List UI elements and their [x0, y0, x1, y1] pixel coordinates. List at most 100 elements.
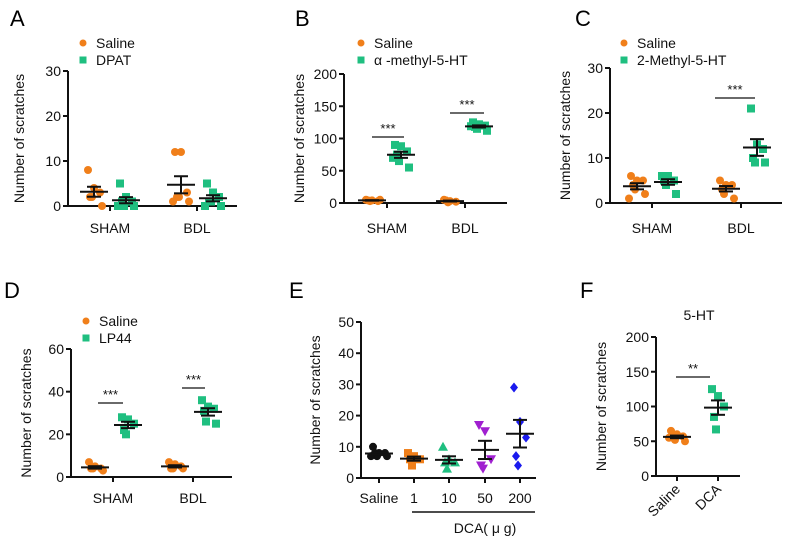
data-point: [85, 458, 93, 467]
y-tick-label: 30: [587, 60, 603, 76]
x-tick-label: 10: [441, 490, 457, 506]
x-tick-label: BDL: [183, 220, 210, 236]
significance-label: ***: [380, 121, 395, 136]
y-tick-label: 200: [314, 66, 338, 82]
panel-letter: D: [4, 278, 20, 303]
y-tick-label: 20: [338, 408, 354, 424]
legend-label: LP44: [99, 330, 132, 346]
y-tick-label: 50: [321, 163, 337, 179]
data-group: [167, 148, 195, 206]
data-point: [124, 415, 132, 424]
data-point: [522, 432, 530, 443]
data-point: [118, 413, 126, 422]
data-point: [751, 158, 759, 167]
data-group: [112, 179, 140, 210]
chart-title: 5-HT: [683, 307, 715, 323]
data-point: [171, 148, 179, 156]
data-group: [654, 172, 682, 198]
x-tick-label: Saline: [644, 481, 683, 520]
panel-letter: F: [580, 278, 593, 303]
data-point: [215, 193, 223, 201]
x-tick-label: BDL: [727, 220, 754, 236]
data-point: [759, 145, 767, 153]
y-tick-label: 0: [346, 470, 354, 486]
y-tick-label: 100: [626, 399, 650, 415]
data-point: [664, 172, 672, 180]
y-tick-label: 100: [314, 131, 338, 147]
data-point: [404, 449, 412, 458]
legend-label: Saline: [96, 35, 135, 51]
data-group: [465, 118, 493, 135]
data-point: [177, 148, 185, 156]
y-tick-label: 20: [587, 105, 603, 121]
y-tick-label: 0: [56, 469, 64, 485]
data-point: [391, 140, 399, 149]
panel-c: C 0 10 20 30 Number of scratches SHAM BDL Saline…: [557, 6, 782, 236]
y-tick-label: 0: [641, 468, 649, 484]
panel-b: B 0 50 100 150 200 Number of scratches SHAM BDL S…: [291, 6, 507, 236]
y-tick-label: 200: [626, 329, 650, 345]
legend-marker: [79, 56, 87, 64]
significance-label: **: [688, 361, 698, 376]
group-label: DCA( μ g): [454, 520, 517, 536]
data-point: [512, 451, 520, 462]
panel-f: F 0 50 100 150 200 Number of scratches Saline DC…: [580, 278, 740, 520]
data-point: [658, 172, 666, 180]
data-point: [169, 197, 177, 206]
x-tick-label: 200: [508, 490, 532, 506]
data-point: [514, 460, 522, 471]
y-tick-label: 40: [338, 345, 354, 361]
data-point: [483, 126, 491, 135]
y-axis-label: Number of scratches: [291, 74, 307, 203]
data-point: [116, 179, 124, 188]
data-point: [98, 202, 106, 210]
x-tick-label: DCA: [692, 480, 725, 513]
legend-label: 2-Methyl-5-HT: [637, 52, 727, 68]
x-tick-label: SHAM: [90, 220, 130, 236]
data-point: [209, 188, 217, 197]
x-tick-label: BDL: [179, 490, 206, 506]
data-point: [660, 176, 668, 185]
data-point: [200, 406, 208, 415]
data-point: [625, 194, 633, 203]
y-tick-label: 30: [45, 63, 61, 79]
y-tick-label: 0: [53, 198, 61, 214]
data-group: [712, 176, 740, 203]
y-tick-label: 10: [587, 150, 603, 166]
legend-marker: [79, 39, 87, 47]
data-group: [436, 195, 464, 207]
data-group: [400, 449, 428, 470]
legend-marker: [357, 39, 365, 47]
x-tick-label: Saline: [360, 490, 399, 506]
data-point: [114, 202, 122, 210]
x-tick-label: BDL: [451, 220, 478, 236]
data-point: [714, 392, 722, 401]
data-point: [712, 425, 720, 434]
legend-label: α -methyl-5-HT: [374, 52, 468, 68]
legend-marker: [620, 56, 628, 64]
legend-label: DPAT: [96, 52, 132, 68]
data-point: [681, 437, 689, 446]
data-point: [369, 442, 377, 451]
data-point: [510, 382, 518, 393]
data-group: [435, 441, 463, 473]
data-point: [747, 104, 755, 113]
data-point: [478, 464, 488, 474]
data-point: [175, 193, 183, 201]
data-group: [80, 166, 108, 210]
data-point: [165, 458, 173, 467]
data-group: [663, 426, 691, 446]
y-tick-label: 10: [338, 439, 354, 455]
legend-label: Saline: [637, 35, 676, 51]
data-group: [743, 104, 771, 167]
data-point: [710, 412, 718, 421]
data-point: [667, 426, 675, 435]
data-point: [389, 153, 397, 162]
data-point: [130, 202, 138, 210]
data-point: [761, 158, 769, 167]
panel-letter: A: [10, 6, 25, 31]
data-point: [122, 430, 130, 439]
data-point: [473, 124, 481, 133]
panel-letter: B: [295, 6, 310, 31]
